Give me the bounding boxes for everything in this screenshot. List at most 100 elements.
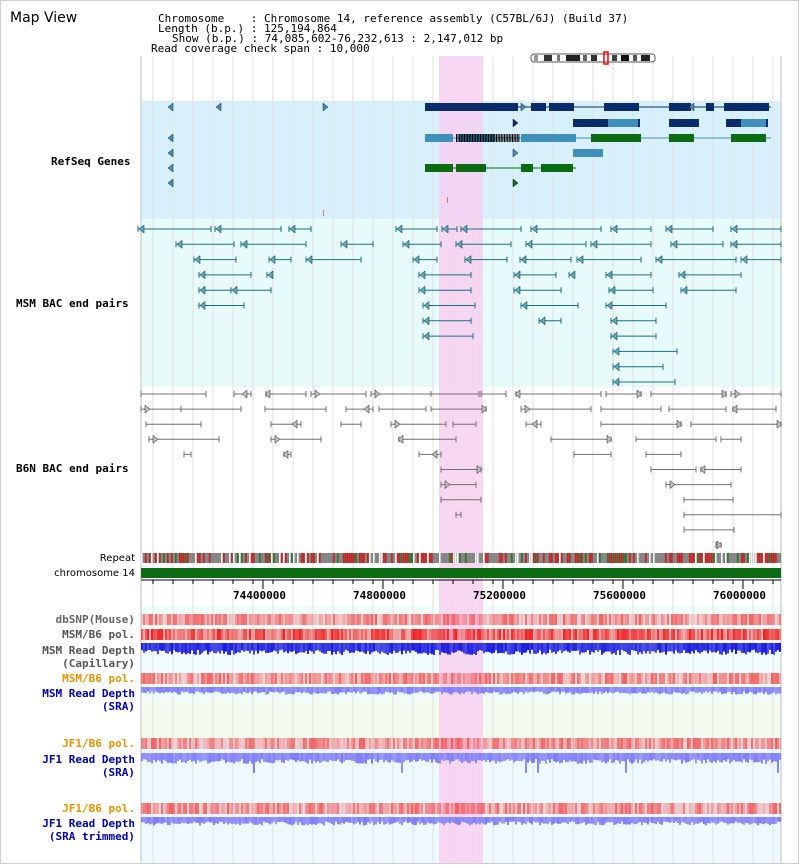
- msm-bac-feature[interactable]: [423, 300, 430, 311]
- b6n-bac-feature[interactable]: [374, 389, 381, 399]
- msm-bac-feature[interactable]: [577, 255, 584, 265]
- b6n-bac-feature[interactable]: [152, 434, 159, 444]
- track-label-msm-bac[interactable]: MSM BAC end pairs: [16, 297, 129, 310]
- msm-bac-feature[interactable]: [403, 239, 410, 249]
- b6n-bac-feature[interactable]: [431, 449, 438, 459]
- msm-bac-feature[interactable]: [591, 239, 598, 249]
- track-label-msm-b6-pol[interactable]: MSM/B6 pol.: [62, 628, 135, 641]
- msm-bac-feature[interactable]: [666, 224, 673, 234]
- msm-bac-feature[interactable]: [679, 270, 686, 280]
- gene-feature[interactable]: [425, 134, 453, 142]
- track-label-jf1-depth-sra[interactable]: JF1 Read Depth: [42, 753, 135, 766]
- b6n-bac-feature[interactable]: [716, 540, 723, 550]
- feature-arrow[interactable]: [167, 102, 174, 112]
- msm-bac-feature[interactable]: [442, 224, 449, 234]
- msm-bac-feature[interactable]: [396, 224, 403, 234]
- b6n-bac-feature[interactable]: [264, 389, 271, 399]
- b6n-bac-feature[interactable]: [144, 404, 151, 414]
- msm-bac-feature[interactable]: [423, 316, 430, 326]
- track-label-refseq[interactable]: RefSeq Genes: [51, 155, 130, 168]
- feature-arrow[interactable]: [512, 118, 519, 128]
- feature-arrow[interactable]: [322, 102, 329, 112]
- b6n-bac-feature[interactable]: [524, 404, 531, 414]
- b6n-bac-feature[interactable]: [731, 404, 738, 414]
- msm-bac-feature[interactable]: [138, 224, 145, 234]
- feature-arrow[interactable]: [512, 148, 519, 158]
- b6n-bac-feature[interactable]: [444, 480, 451, 490]
- msm-bac-feature[interactable]: [289, 224, 296, 234]
- b6n-bac-label-text[interactable]: B6N BAC end pairs: [16, 462, 129, 475]
- b6n-bac-feature[interactable]: [241, 389, 248, 399]
- gene-feature[interactable]: [608, 119, 638, 127]
- feature-arrow[interactable]: [167, 163, 174, 173]
- refseq-label-text[interactable]: RefSeq Genes: [51, 155, 131, 168]
- b6n-bac-feature[interactable]: [394, 419, 401, 429]
- track-label-msm-depth-sra[interactable]: MSM Read Depth: [42, 687, 135, 700]
- msm-bac-feature[interactable]: [514, 285, 521, 295]
- gene-feature[interactable]: [521, 164, 533, 172]
- gene-feature[interactable]: [591, 134, 641, 142]
- msm-bac-feature[interactable]: [613, 377, 620, 387]
- gene-feature[interactable]: [669, 134, 694, 142]
- msm-bac-feature[interactable]: [539, 316, 546, 326]
- msm-bac-feature[interactable]: [611, 224, 618, 234]
- msm-bac-feature[interactable]: [306, 255, 313, 265]
- gene-feature[interactable]: [724, 103, 769, 111]
- msm-bac-feature[interactable]: [215, 224, 222, 234]
- msm-bac-label-text[interactable]: MSM BAC end pairs: [16, 297, 129, 310]
- gene-feature[interactable]: [531, 103, 546, 111]
- msm-bac-feature[interactable]: [267, 270, 274, 280]
- selection-highlight[interactable]: [439, 56, 483, 864]
- b6n-bac-feature[interactable]: [734, 389, 741, 399]
- msm-bac-feature[interactable]: [521, 300, 528, 311]
- b6n-bac-feature[interactable]: [669, 480, 676, 490]
- gene-feature[interactable]: [425, 103, 518, 111]
- msm-bac-feature[interactable]: [423, 331, 430, 341]
- msm-bac-feature[interactable]: [531, 224, 538, 234]
- gene-feature[interactable]: [425, 164, 453, 172]
- b6n-bac-feature[interactable]: [776, 419, 783, 429]
- gene-feature[interactable]: [541, 164, 573, 172]
- msm-bac-feature[interactable]: [656, 255, 663, 265]
- gene-feature[interactable]: [731, 134, 766, 142]
- gene-feature[interactable]: [741, 119, 766, 127]
- msm-bac-feature[interactable]: [413, 255, 420, 265]
- feature-arrow[interactable]: [688, 102, 695, 112]
- msm-bac-feature[interactable]: [269, 255, 276, 265]
- msm-bac-feature[interactable]: [194, 255, 201, 265]
- track-label-jf1-b6-pol-2[interactable]: JF1/B6 pol.: [62, 802, 135, 815]
- msm-bac-feature[interactable]: [465, 255, 472, 265]
- msm-bac-feature[interactable]: [419, 270, 426, 280]
- msm-bac-feature[interactable]: [461, 224, 468, 234]
- msm-bac-feature[interactable]: [176, 239, 183, 249]
- msm-bac-feature[interactable]: [341, 239, 348, 249]
- msm-bac-feature[interactable]: [419, 285, 426, 295]
- msm-bac-feature[interactable]: [199, 300, 206, 311]
- b6n-bac-feature[interactable]: [699, 464, 706, 475]
- msm-bac-feature[interactable]: [609, 285, 616, 295]
- msm-bac-feature[interactable]: [520, 255, 527, 265]
- b6n-bac-feature[interactable]: [363, 404, 370, 414]
- msm-bac-feature[interactable]: [606, 270, 613, 280]
- b6n-bac-feature[interactable]: [481, 404, 488, 414]
- track-label-dbsnp[interactable]: dbSNP(Mouse): [55, 613, 135, 626]
- msm-bac-feature[interactable]: [526, 239, 533, 249]
- msm-bac-feature[interactable]: [671, 239, 678, 249]
- gene-feature[interactable]: [573, 119, 608, 127]
- gene-feature[interactable]: [669, 103, 691, 111]
- gene-feature[interactable]: [706, 103, 714, 111]
- feature-arrow[interactable]: [512, 178, 519, 188]
- track-label-msm-depth-capillary[interactable]: MSM Read Depth: [42, 644, 135, 657]
- track-label-jf1-depth-trimmed[interactable]: JF1 Read Depth: [42, 817, 135, 830]
- gene-feature[interactable]: [549, 103, 574, 111]
- b6n-bac-feature[interactable]: [721, 389, 728, 399]
- b6n-bac-feature[interactable]: [274, 434, 281, 444]
- msm-bac-feature[interactable]: [613, 362, 620, 372]
- feature-arrow[interactable]: [167, 148, 174, 158]
- msm-bac-feature[interactable]: [241, 239, 248, 249]
- gene-feature[interactable]: [604, 103, 639, 111]
- track-label-b6n-bac[interactable]: B6N BAC end pairs: [16, 462, 129, 475]
- b6n-bac-feature[interactable]: [531, 419, 538, 429]
- track-label-msm-b6-pol-2[interactable]: MSM/B6 pol.: [62, 672, 135, 685]
